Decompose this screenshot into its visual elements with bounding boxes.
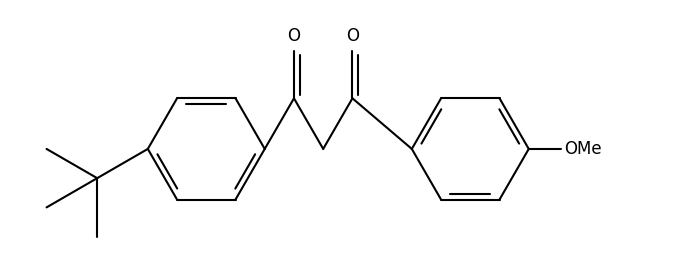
Text: O: O xyxy=(287,28,300,45)
Text: OMe: OMe xyxy=(564,140,602,158)
Text: O: O xyxy=(346,28,359,45)
